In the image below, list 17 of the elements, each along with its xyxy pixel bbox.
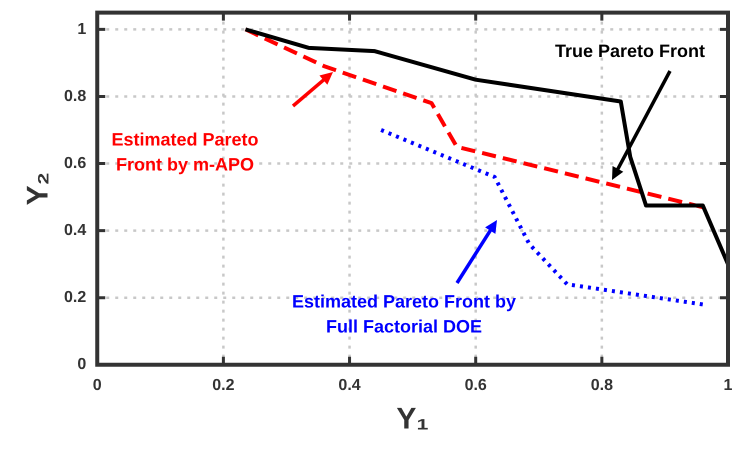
y-tick-label: 0.4 — [64, 222, 86, 240]
y-tick-label: 0.2 — [64, 289, 86, 306]
y-axis-title: Y₂ — [21, 172, 54, 206]
annotation: Estimated Pareto Front by m-APO — [111, 129, 259, 174]
y-tick-label: 0.8 — [64, 88, 86, 105]
annotation: Estimated Pareto Front by Full Factorial DOE — [292, 291, 516, 336]
x-tick-label: 0 — [92, 376, 102, 394]
x-tick-label: 0.6 — [464, 376, 487, 394]
x-tick-label: 0.2 — [212, 376, 235, 394]
x-tick-label: 1 — [724, 376, 733, 394]
y-tick-label: 0.6 — [64, 154, 86, 172]
y-tick-label: 0 — [77, 356, 86, 374]
x-axis-title: Y₁ — [396, 402, 429, 436]
x-tick-label: 0.4 — [338, 376, 361, 394]
y-tick-label: 1 — [77, 20, 86, 38]
x-tick-label: 0.8 — [590, 376, 614, 394]
annotation: True Pareto Front — [554, 40, 706, 61]
